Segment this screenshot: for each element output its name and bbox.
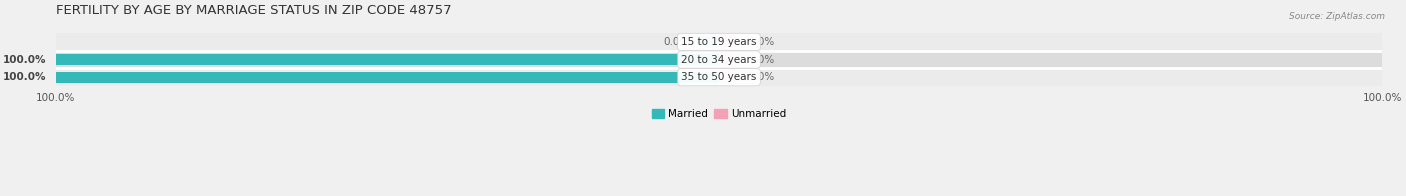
Bar (56, 33, 1382, 51)
Text: 15 to 19 years: 15 to 19 years (682, 37, 756, 47)
Legend: Married, Unmarried: Married, Unmarried (648, 105, 790, 123)
Bar (56, 51, 1382, 68)
Text: 0.0%: 0.0% (749, 54, 775, 64)
Text: 35 to 50 years: 35 to 50 years (682, 72, 756, 82)
Text: Source: ZipAtlas.com: Source: ZipAtlas.com (1289, 12, 1385, 21)
Bar (56, 54, 718, 65)
Text: FERTILITY BY AGE BY MARRIAGE STATUS IN ZIP CODE 48757: FERTILITY BY AGE BY MARRIAGE STATUS IN Z… (56, 4, 451, 17)
Text: 100.0%: 100.0% (3, 54, 46, 64)
Bar (718, 54, 740, 65)
Bar (56, 72, 718, 83)
Text: 0.0%: 0.0% (662, 37, 689, 47)
Bar (718, 36, 740, 47)
Bar (56, 68, 1382, 86)
Bar (699, 36, 718, 47)
Text: 0.0%: 0.0% (749, 37, 775, 47)
Text: 0.0%: 0.0% (749, 72, 775, 82)
Bar (718, 72, 740, 83)
Text: 20 to 34 years: 20 to 34 years (682, 54, 756, 64)
Text: 100.0%: 100.0% (3, 72, 46, 82)
